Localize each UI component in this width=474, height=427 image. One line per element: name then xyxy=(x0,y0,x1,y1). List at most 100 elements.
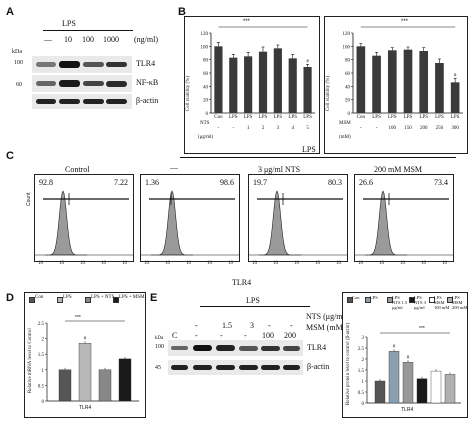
panel-b-right-ylabel: Cell viability (%) xyxy=(326,76,331,111)
panel-b-right-row2-label: 150 xyxy=(404,126,412,131)
panel-b-right-marker: # xyxy=(454,73,457,78)
flow-x-tick-label: 10 xyxy=(186,261,191,266)
panel-a-blot-nfkb xyxy=(32,75,132,92)
panel-b-left-row2-label: - xyxy=(217,126,220,131)
panel-b-right-frame: *** 0 20 40 60 80 100 120 # Cell viability (%) … xyxy=(324,16,468,154)
panel-b-right-row1-label: LPS xyxy=(372,115,381,120)
panel-e-legend-label: LPS NTS 1.5 μg/ml xyxy=(392,295,408,310)
panel-d-bar xyxy=(118,358,132,402)
panel-e-legend-swatch xyxy=(387,297,393,303)
panel-a-kda: kDa xyxy=(12,49,22,55)
panel-a-marker-100: 100 xyxy=(14,60,23,66)
panel-a-marker-60: 60 xyxy=(16,82,22,88)
panel-e-legend-swatch xyxy=(447,297,453,303)
flow-x-tick-label: 10 xyxy=(442,261,447,266)
panel-e-ytick-label: 2 xyxy=(362,358,365,363)
panel-b-right-ytick-label: 20 xyxy=(345,99,351,104)
panel-e-legend-swatch xyxy=(409,297,415,303)
panel-a-lane-2: 10 xyxy=(64,35,72,44)
panel-b-left-chart: 0 20 40 60 80 100 120 # xyxy=(201,26,315,117)
flow-x-tick-label: 10 xyxy=(207,261,212,266)
panel-e-ytick-label: 0 xyxy=(362,402,365,407)
panel-e-legend-label: LPS xyxy=(370,295,378,300)
flow-right-percent: 98.6 xyxy=(220,178,234,187)
panel-c-xlabel: TLR4 xyxy=(232,278,252,287)
panel-e-msm-value-2: 200 xyxy=(284,331,296,340)
panel-e-xlabel: TLR4 xyxy=(401,407,414,413)
panel-e-marker: # xyxy=(393,344,396,349)
panel-b-right-row1-label: LPS xyxy=(435,115,444,120)
panel-d-legend-label: LPS + MSM xyxy=(119,295,145,300)
panel-c-lps-line xyxy=(180,157,456,158)
panel-b-letter: B xyxy=(178,6,186,18)
panel-b-left-marker: # xyxy=(306,59,309,64)
panel-d-ytick-label: 1 xyxy=(42,369,45,374)
panel-a-blot-tlr4 xyxy=(32,56,132,73)
panel-b-left-ytick-label: 100 xyxy=(201,45,209,50)
flow-x-tick-label: 10 xyxy=(294,261,299,266)
panel-b-left-row2-label: - xyxy=(232,126,235,131)
panel-b-right-bar xyxy=(450,82,460,113)
panel-d-bar xyxy=(78,343,92,402)
panel-e-legend-label: LPS MSM 200 mM xyxy=(452,295,468,310)
flow-left-percent: 92.8 xyxy=(39,178,53,187)
panel-b-right-row1-label: LPS xyxy=(450,115,460,120)
panel-e-legend-label: LPS NTS 3 μg/ml xyxy=(414,295,426,310)
panel-d-legend-swatch xyxy=(57,297,63,303)
panel-d-bar xyxy=(58,369,72,402)
panel-b-left-ytick-label: 80 xyxy=(203,59,209,64)
flow-x-tick-label: 10 xyxy=(273,261,278,266)
panel-c-letter: C xyxy=(6,150,14,162)
panel-b-left-row1-label: LPS xyxy=(288,115,298,120)
panel-b-right-bar xyxy=(356,46,366,113)
panel-b-left-bar xyxy=(244,56,253,113)
panel-c-condition-lps: — xyxy=(170,163,178,172)
panel-b-right-row1-label: LPS xyxy=(403,115,413,120)
panel-a-letter: A xyxy=(6,6,14,18)
panel-b-left-row2-label: 2 xyxy=(261,126,265,131)
panel-b-right-bar xyxy=(419,51,429,113)
panel-e-msm-dash-3: - xyxy=(244,331,247,340)
panel-b-left-bar xyxy=(258,51,268,113)
panel-c-lps-label: LPS xyxy=(302,145,316,154)
panel-b-left-row2-label: 4 xyxy=(291,126,294,131)
panel-e-lps-label: LPS xyxy=(246,296,260,305)
panel-c-ylabel: Count xyxy=(26,192,32,206)
flow-histogram-svg xyxy=(355,190,453,256)
panel-b-left-row1-label: LPS xyxy=(228,115,238,120)
flow-x-tick-label: 10 xyxy=(379,261,384,266)
flow-histogram-peak xyxy=(45,190,87,256)
panel-e-protein-actin: β-actin xyxy=(307,362,330,371)
flow-x-tick-label: 10 xyxy=(315,261,320,266)
flow-x-tick-label: 10 xyxy=(358,261,363,266)
flow-x-tick-label: 10 xyxy=(400,261,405,266)
flow-histogram-peak xyxy=(259,190,301,256)
panel-d-bar xyxy=(98,369,112,402)
panel-b-left-bar xyxy=(288,58,297,113)
panel-c-condition-nts: 3 μg/ml NTS xyxy=(258,165,301,174)
panel-b-left-bar xyxy=(273,48,282,113)
panel-e-bar xyxy=(444,374,456,404)
flow-histogram-panel: 19.7 80.3 xyxy=(248,174,348,262)
panel-e-nts-value-1: 1.5 xyxy=(222,321,232,330)
panel-d-significance: *** xyxy=(75,315,81,321)
panel-b-right-ytick-label: 100 xyxy=(343,45,351,50)
panel-b-right-ytick-label: 120 xyxy=(343,32,351,37)
flow-histogram-peak xyxy=(151,190,193,256)
panel-e-ytick-label: 1.5 xyxy=(358,369,365,374)
flow-right-percent: 80.3 xyxy=(328,178,342,187)
panel-e-first-lane: C xyxy=(172,331,178,340)
panel-b-right-ytick-label: 60 xyxy=(345,72,351,77)
panel-e-ytick-label: 2.5 xyxy=(358,347,365,352)
flow-histogram-svg xyxy=(249,190,347,256)
panel-a-protein-nfkb: NF-κB xyxy=(136,78,159,87)
flow-histogram-peak xyxy=(365,190,407,256)
panel-e-nts-dash-1: - xyxy=(195,321,198,330)
panel-e-bar xyxy=(416,378,428,404)
panel-d-legend-label: LPS xyxy=(63,295,72,300)
panel-e-legend-label: LPS MSM 100 mM xyxy=(434,295,450,310)
panel-b-left-ytick-label: 0 xyxy=(206,112,209,117)
panel-e-marker: # xyxy=(407,355,410,360)
flow-x-tick-label: 10 xyxy=(165,261,170,266)
panel-b-right-row1-label: LPS xyxy=(387,115,397,120)
